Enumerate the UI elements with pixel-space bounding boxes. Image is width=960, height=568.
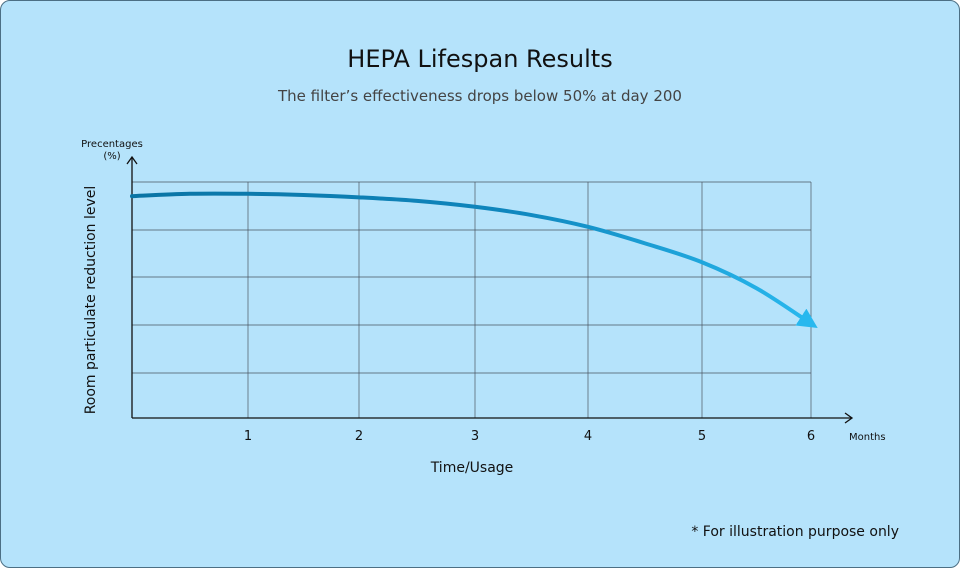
chart-subtitle: The filter’s effectiveness drops below 5… (278, 87, 682, 105)
x-tick-label: 2 (355, 429, 363, 444)
x-axis-unit: Months (849, 432, 886, 443)
axes (126, 155, 854, 424)
footnote: * For illustration purpose only (691, 524, 899, 540)
x-tick-labels: 1 2 3 4 5 6 (244, 429, 815, 444)
x-tick-label: 1 (244, 429, 252, 444)
y-axis-unit-symbol: (%) (103, 151, 120, 162)
y-axis-label: Room particulate reduction level (83, 186, 99, 415)
series-group (130, 191, 818, 328)
x-axis-arrow (844, 412, 854, 424)
x-axis-label: Time/Usage (430, 460, 514, 476)
chart-title: HEPA Lifespan Results (347, 45, 613, 73)
y-axis-arrow (126, 155, 138, 165)
x-tick-label: 3 (471, 429, 479, 444)
grid (132, 181, 812, 418)
y-axis-unit: Precentages (81, 139, 143, 150)
series-line (130, 191, 818, 328)
x-tick-label: 6 (807, 429, 815, 444)
x-tick-label: 4 (584, 429, 592, 444)
x-tick-label: 5 (698, 429, 706, 444)
